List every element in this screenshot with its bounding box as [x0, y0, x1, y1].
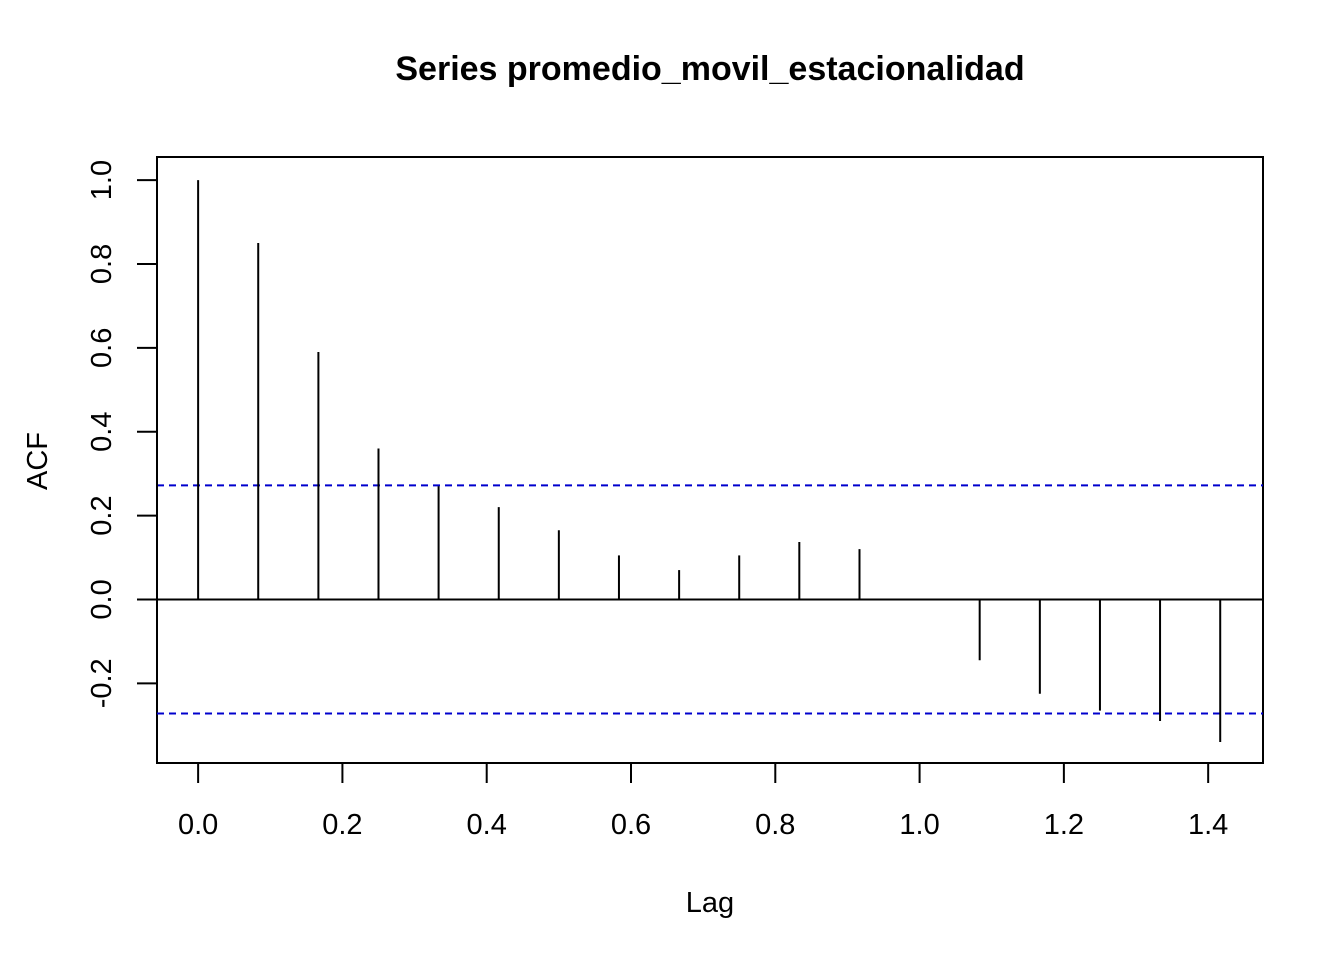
y-tick-label: 0.6: [86, 328, 118, 368]
y-tick-label: 0.0: [86, 579, 118, 619]
x-tick-label: 1.2: [1044, 809, 1084, 841]
x-tick-label: 0.8: [755, 809, 795, 841]
y-tick-label: 0.2: [86, 495, 118, 535]
x-tick-label: 1.4: [1188, 809, 1228, 841]
x-tick-label: 1.0: [899, 809, 939, 841]
plot-frame: [156, 156, 1264, 764]
y-tick-label: 0.8: [86, 244, 118, 284]
y-tick-label: 1.0: [86, 160, 118, 200]
x-tick-label: 0.2: [322, 809, 362, 841]
y-tick-label: -0.2: [86, 658, 118, 708]
x-axis-label: Lag: [686, 887, 734, 919]
chart-title: Series promedio_movil_estacionalidad: [395, 50, 1024, 88]
x-tick-label: 0.0: [178, 809, 218, 841]
plot-area: 0.0 0.2 0.4 0.6 0.8 1.0 1.2 1.4 -0.2 0.0 0.2 0.4 0.6…: [86, 156, 1264, 841]
y-axis-label: ACF: [22, 432, 54, 490]
y-tick-label: 0.4: [86, 412, 118, 452]
x-tick-label: 0.6: [611, 809, 651, 841]
x-tick-label: 0.4: [467, 809, 507, 841]
